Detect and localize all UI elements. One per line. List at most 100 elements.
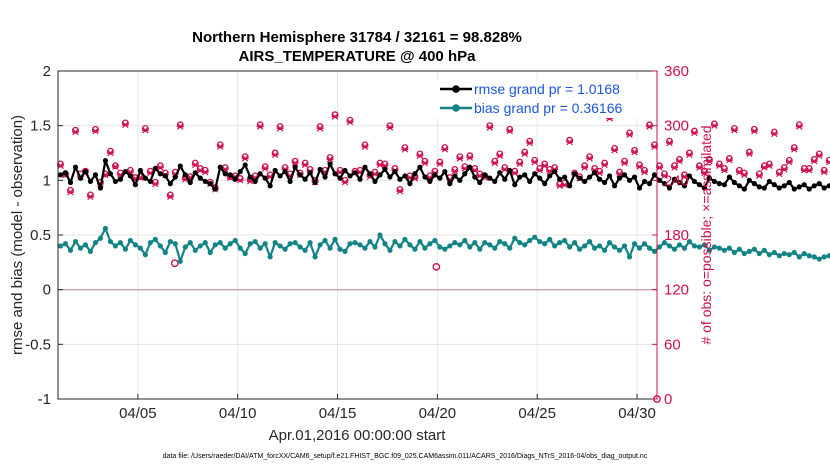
obs-possible-marker	[700, 167, 708, 175]
rmse-point	[427, 178, 433, 185]
rmse-point	[127, 173, 133, 179]
obs-assimilated-marker	[636, 163, 643, 170]
rmse-point	[537, 175, 543, 181]
rmse-point	[247, 174, 253, 180]
rmse-point	[252, 178, 258, 185]
bias-point	[631, 241, 638, 247]
bias-point	[292, 240, 298, 246]
bias-point	[257, 245, 263, 251]
bias-point	[741, 250, 747, 257]
bias-point	[811, 254, 817, 260]
rmse-point	[132, 182, 138, 188]
bias-point	[197, 243, 203, 249]
obs-assimilated-marker	[701, 169, 708, 177]
rmse-point	[337, 175, 343, 181]
bias-point	[676, 242, 683, 248]
rmse-point	[397, 176, 403, 182]
bias-point	[552, 243, 558, 249]
obs-possible-marker	[276, 123, 284, 131]
obs-possible-marker	[715, 160, 723, 168]
obs-possible-marker	[156, 162, 164, 170]
bias-point	[137, 245, 143, 251]
obs-possible-marker	[141, 124, 149, 132]
x-tick-label: 04/20	[419, 405, 457, 422]
obs-possible-marker	[770, 128, 778, 136]
rmse-point	[731, 179, 737, 186]
bias-point	[167, 238, 173, 245]
obs-possible-marker	[661, 170, 668, 178]
obs-possible-marker	[516, 158, 524, 166]
obs-assimilated-marker	[516, 160, 524, 168]
rmse-point	[407, 181, 413, 187]
obs-assimilated-marker	[646, 123, 653, 130]
obs-assimilated-marker	[641, 168, 648, 176]
rmse-point	[567, 183, 573, 189]
legend-bias-label: bias grand pr = 0.36166	[474, 100, 622, 116]
rmse-point	[676, 179, 683, 186]
rmse-point	[671, 176, 678, 182]
obs-assimilated-marker	[241, 155, 249, 162]
rmse-point	[656, 177, 663, 183]
obs-assimilated-marker	[601, 161, 608, 169]
bias-point	[517, 240, 523, 246]
obs-assimilated-marker	[825, 158, 830, 166]
bias-point	[392, 238, 398, 245]
obs-possible-marker	[740, 169, 748, 177]
rmse-point	[826, 183, 830, 189]
obs-assimilated-marker	[386, 124, 394, 131]
obs-possible-marker	[341, 176, 349, 184]
obs-possible-marker	[705, 155, 713, 163]
obs-assimilated-marker	[201, 168, 209, 176]
rmse-point	[92, 172, 99, 178]
rmse-point	[122, 168, 128, 175]
rmse-point	[587, 174, 593, 180]
obs-assimilated-marker	[661, 172, 668, 180]
bias-point	[242, 250, 248, 257]
rmse-point	[282, 168, 288, 175]
bias-point	[671, 246, 678, 252]
obs-assimilated-marker	[456, 155, 464, 162]
obs-assimilated-marker	[316, 125, 324, 132]
obs-possible-marker	[745, 148, 753, 156]
bias-point	[397, 243, 403, 249]
obs-assimilated-marker	[67, 188, 74, 196]
obs-possible-marker	[621, 157, 629, 165]
obs-possible-marker	[666, 137, 673, 145]
bias-point	[337, 246, 343, 252]
rmse-point	[542, 181, 548, 187]
bias-point	[596, 243, 603, 249]
rmse-point	[112, 178, 119, 185]
bias-point	[437, 244, 443, 250]
rmse-point	[811, 183, 817, 189]
obs-possible-marker	[496, 150, 504, 158]
bias-point	[127, 237, 133, 244]
bias-point	[312, 254, 318, 260]
bias-point	[761, 247, 767, 253]
bias-point	[152, 236, 158, 242]
obs-assimilated-marker	[566, 138, 574, 146]
obs-possible-marker	[421, 157, 429, 165]
rmse-point	[367, 171, 373, 177]
rmse-point	[611, 183, 618, 189]
rmse-point	[756, 184, 762, 190]
rmse-point	[292, 164, 298, 170]
bias-point	[636, 245, 643, 251]
obs-possible-marker	[491, 157, 499, 165]
obs-possible-marker	[785, 156, 793, 164]
obs-possible-marker	[331, 111, 339, 119]
rmse-point	[262, 175, 268, 181]
rmse-point	[227, 172, 233, 178]
rmse-point	[771, 182, 777, 188]
y-axis-label-right: # of obs: o=possible; ×=assimilated	[698, 125, 714, 344]
rmse-point	[522, 172, 528, 178]
obs-assimilated-marker	[775, 170, 783, 178]
bias-point	[666, 243, 673, 249]
obs-possible-marker	[346, 116, 354, 124]
obs-assimilated-marker	[141, 126, 149, 134]
bias-point	[212, 242, 218, 248]
obs-possible-marker	[730, 124, 738, 132]
obs-possible-marker	[566, 136, 574, 144]
rmse-point	[342, 167, 348, 174]
obs-possible-marker	[810, 155, 818, 163]
rmse-point	[357, 176, 363, 182]
